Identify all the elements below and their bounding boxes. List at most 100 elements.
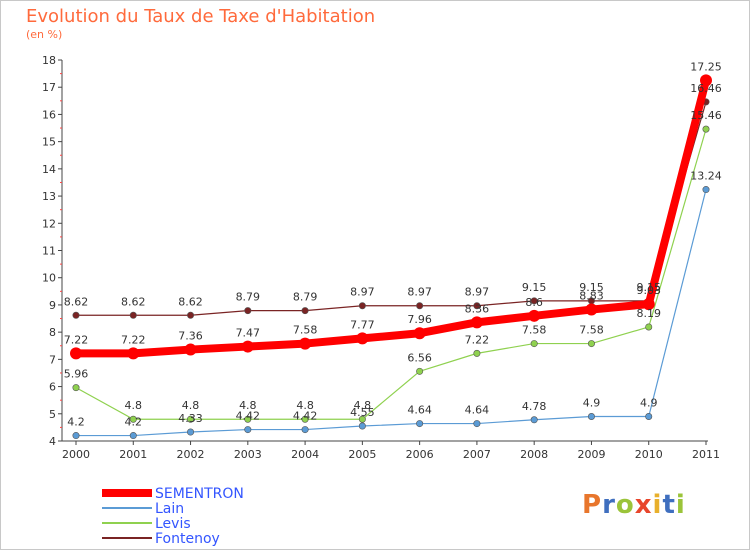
data-point bbox=[129, 311, 137, 319]
data-label: 16.46 bbox=[690, 82, 722, 95]
data-label: 4.55 bbox=[350, 406, 375, 419]
x-tick-label: 2000 bbox=[62, 448, 90, 461]
data-point bbox=[645, 323, 653, 331]
data-point bbox=[299, 337, 312, 350]
data-point bbox=[187, 415, 195, 423]
data-label: 15.46 bbox=[690, 109, 722, 122]
series-line-sementron bbox=[72, 76, 710, 358]
data-label: 4.2 bbox=[125, 416, 143, 429]
data-point bbox=[585, 303, 598, 316]
data-label: 5.96 bbox=[64, 368, 89, 381]
data-label: 4.42 bbox=[293, 410, 318, 423]
data-label: 8.36 bbox=[465, 302, 490, 315]
data-point bbox=[358, 302, 366, 310]
chart-unit-label: (en %) bbox=[26, 28, 63, 41]
data-label: 7.22 bbox=[121, 333, 146, 346]
logo-letter: x bbox=[634, 490, 653, 520]
y-tick-label: 6 bbox=[49, 381, 56, 394]
x-tick-label: 2006 bbox=[406, 448, 434, 461]
logo-letter: P bbox=[582, 490, 603, 520]
data-point bbox=[530, 340, 538, 348]
data-point bbox=[301, 415, 309, 423]
data-point bbox=[473, 420, 481, 428]
data-label: 4.33 bbox=[178, 412, 203, 425]
data-point bbox=[470, 316, 483, 329]
y-tick-label: 12 bbox=[42, 217, 56, 230]
data-point bbox=[642, 298, 655, 311]
data-label: 8.19 bbox=[636, 307, 661, 320]
data-point bbox=[702, 125, 710, 133]
data-point bbox=[244, 426, 252, 434]
data-label: 7.22 bbox=[64, 333, 89, 346]
data-point bbox=[301, 307, 309, 315]
data-point bbox=[70, 347, 82, 360]
data-point bbox=[72, 311, 80, 319]
x-tick-label: 2009 bbox=[577, 448, 605, 461]
legend-label: Levis bbox=[155, 516, 191, 532]
data-label: 4.9 bbox=[583, 397, 601, 410]
x-tick-label: 2011 bbox=[692, 448, 720, 461]
data-point bbox=[416, 367, 424, 375]
y-tick-label: 16 bbox=[42, 108, 56, 121]
data-point bbox=[358, 422, 366, 430]
data-point bbox=[416, 302, 424, 310]
data-label: 7.96 bbox=[407, 313, 432, 326]
data-point bbox=[645, 413, 653, 421]
data-label: 4.2 bbox=[67, 416, 85, 429]
data-label: 7.58 bbox=[293, 324, 318, 337]
data-label: 4.8 bbox=[125, 399, 143, 412]
series-line-fontenoy bbox=[75, 101, 707, 316]
data-label: 8.62 bbox=[178, 295, 203, 308]
data-point bbox=[301, 426, 309, 434]
data-label: 8.79 bbox=[293, 291, 318, 304]
x-tick-label: 2007 bbox=[463, 448, 491, 461]
data-label: 7.77 bbox=[350, 318, 375, 331]
data-point bbox=[413, 327, 426, 340]
data-point bbox=[244, 307, 252, 315]
y-tick-label: 7 bbox=[49, 353, 56, 366]
x-tick-label: 2002 bbox=[177, 448, 205, 461]
data-point bbox=[702, 186, 710, 194]
y-tick-label: 17 bbox=[42, 81, 56, 94]
data-label: 4.64 bbox=[407, 404, 432, 417]
data-label: 4.8 bbox=[182, 399, 200, 412]
data-label: 9.15 bbox=[579, 281, 604, 294]
data-label: 9.03 bbox=[636, 284, 661, 297]
y-tick-label: 15 bbox=[42, 136, 56, 149]
series-line-levis bbox=[75, 128, 707, 420]
data-label: 4.8 bbox=[239, 399, 257, 412]
data-point bbox=[473, 349, 481, 357]
data-point bbox=[244, 415, 252, 423]
y-tick-label: 9 bbox=[49, 299, 56, 312]
data-label: 9.15 bbox=[636, 281, 661, 294]
data-label: 4.78 bbox=[522, 400, 547, 413]
proxiti-logo: Proxiti bbox=[582, 490, 686, 520]
data-label: 4.9 bbox=[640, 397, 658, 410]
x-tick-label: 2005 bbox=[348, 448, 376, 461]
logo-letter: r bbox=[602, 490, 616, 520]
data-label: 8.97 bbox=[350, 286, 375, 299]
data-label: 7.58 bbox=[522, 324, 547, 337]
legend-label: SEMENTRON bbox=[155, 486, 244, 502]
y-tick-label: 13 bbox=[42, 190, 56, 203]
data-point bbox=[530, 416, 538, 424]
data-label: 9.15 bbox=[522, 281, 547, 294]
logo-letter: t bbox=[662, 490, 676, 520]
legend-label: Lain bbox=[155, 501, 184, 517]
data-label: 7.58 bbox=[579, 324, 604, 337]
data-point bbox=[129, 415, 137, 423]
data-label: 8.79 bbox=[236, 291, 261, 304]
y-tick-label: 10 bbox=[42, 272, 56, 285]
data-label: 7.22 bbox=[465, 333, 490, 346]
y-tick-label: 14 bbox=[42, 163, 56, 176]
data-label: 7.36 bbox=[178, 330, 203, 343]
data-point bbox=[358, 415, 366, 423]
data-point bbox=[127, 347, 140, 360]
data-label: 8.62 bbox=[64, 295, 89, 308]
data-label: 4.42 bbox=[236, 410, 261, 423]
data-label: 6.56 bbox=[407, 351, 432, 364]
data-label: 8.97 bbox=[407, 286, 432, 299]
legend-label: Fontenoy bbox=[155, 531, 220, 547]
logo-letter: o bbox=[615, 490, 635, 520]
